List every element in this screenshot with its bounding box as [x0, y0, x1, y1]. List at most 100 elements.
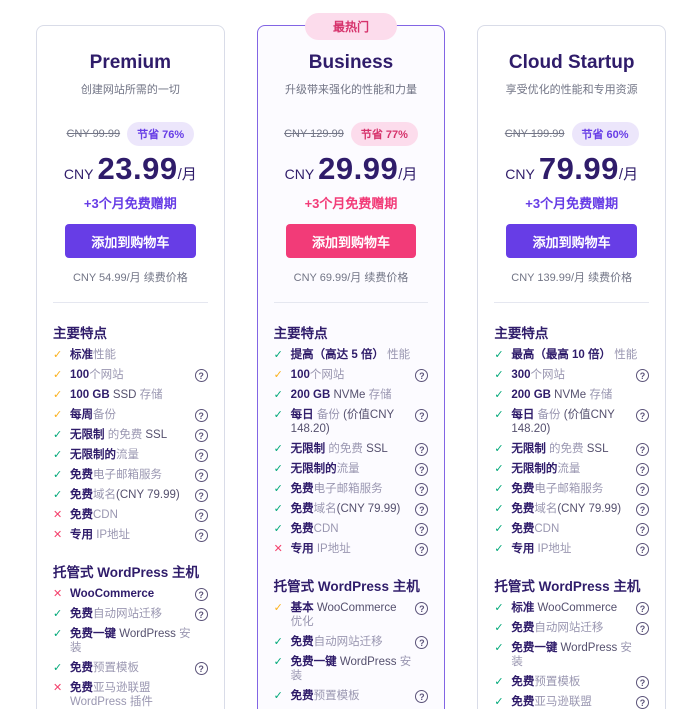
help-icon[interactable]: ? [194, 662, 208, 675]
help-icon[interactable]: ? [636, 463, 650, 476]
price-currency: CNY [505, 166, 535, 182]
help-icon[interactable]: ? [415, 483, 429, 496]
check-icon: ✓ [273, 656, 283, 668]
feature-label: 专用 IP地址 [511, 543, 572, 555]
free-months-offer: +3个月免费赠期 [83, 196, 177, 211]
feature-row: ✓ 免费预置模板? [53, 661, 208, 675]
section-heading: 主要特点 [273, 326, 328, 341]
feature-label: 无限制 的免费 SSL [511, 443, 609, 455]
old-price-row: CNY 129.99 节省 77% [274, 122, 429, 146]
help-icon[interactable]: ? [194, 529, 208, 542]
check-icon: ✓ [273, 690, 283, 702]
help-icon[interactable]: ? [194, 489, 208, 502]
feature-label: 免费一键 WordPress 安装 [290, 656, 412, 682]
feature-label: 每周备份 [70, 409, 116, 421]
feature-row: ✓ 免费自动网站迁移? [274, 635, 429, 649]
help-icon[interactable]: ? [415, 602, 429, 615]
feature-row: ✓ 免费电子邮箱服务? [494, 482, 650, 496]
help-icon[interactable]: ? [415, 543, 429, 556]
feature-label: 免费自动网站迁移 [70, 608, 162, 620]
feature-label: 无限制的流量 [511, 463, 581, 475]
price-amount: 23.99 [97, 151, 178, 186]
help-icon[interactable]: ? [636, 409, 650, 422]
plan-card-cloud-startup: Cloud Startup 享受优化的性能和专用资源 CNY 199.99 节省… [477, 25, 667, 709]
feature-label: 无限制 的免费 SSL [290, 443, 388, 455]
price-currency: CNY [284, 166, 315, 182]
help-icon[interactable]: ? [415, 369, 429, 382]
help-icon[interactable]: ? [636, 369, 650, 382]
help-icon[interactable]: ? [415, 409, 429, 422]
help-icon[interactable]: ? [415, 443, 429, 456]
help-icon[interactable]: ? [194, 588, 208, 601]
help-icon[interactable]: ? [194, 469, 208, 482]
price-currency: CNY [63, 166, 94, 182]
help-icon[interactable]: ? [194, 509, 208, 522]
section-heading: 托管式 WordPress 主机 [494, 579, 641, 594]
feature-label: 200 GB NVMe 存储 [511, 389, 613, 401]
help-icon[interactable]: ? [415, 463, 429, 476]
check-icon: ✓ [273, 483, 283, 495]
feature-row: ✕ 专用 IP地址? [274, 542, 429, 556]
help-icon[interactable]: ? [636, 543, 650, 556]
check-icon: ✓ [273, 503, 283, 515]
old-price: CNY 129.99 [284, 128, 344, 140]
help-icon[interactable]: ? [415, 523, 429, 536]
check-icon: ✓ [494, 349, 504, 361]
help-icon[interactable]: ? [194, 369, 208, 382]
help-icon[interactable]: ? [636, 622, 650, 635]
feature-label: 专用 IP地址 [290, 543, 351, 555]
feature-row: ✓ 最高（最高 10 倍） 性能 [494, 348, 649, 362]
help-icon[interactable]: ? [194, 409, 208, 422]
help-icon[interactable]: ? [636, 696, 650, 709]
feature-row: ✕ WooCommerce? [53, 587, 208, 601]
check-icon: ✓ [494, 503, 504, 515]
add-to-cart-button[interactable]: 添加到购物车 [65, 224, 196, 258]
feature-label: 免费自动网站迁移 [511, 622, 604, 634]
feature-row: ✓ 免费CDN? [274, 522, 429, 536]
help-icon[interactable]: ? [636, 523, 650, 536]
help-icon[interactable]: ? [415, 636, 429, 649]
feature-sections: 主要特点 ✓ 标准性能 ✓ 100个网站? ✓ 100 GB SSD 存储 ✓ 每周备份? ✓ 无限… [53, 322, 208, 709]
check-icon: ✓ [494, 676, 504, 688]
help-icon[interactable]: ? [415, 503, 429, 516]
feature-row: ✓ 免费一键 WordPress 安装 [53, 627, 208, 655]
feature-row: ✓ 基本 WooCommerce 优化? [274, 601, 429, 629]
feature-row: ✓ 200 GB NVMe 存储 [494, 388, 649, 402]
feature-row: ✕ 免费CDN? [53, 508, 208, 522]
help-icon[interactable]: ? [636, 602, 650, 615]
save-badge: 节省 77% [350, 122, 418, 146]
check-icon: ✓ [273, 409, 283, 421]
feature-row: ✓ 标准性能 [53, 348, 208, 362]
feature-row: ✓ 100 GB SSD 存储 [53, 388, 208, 402]
feature-row: ✓ 200 GB NVMe 存储 [274, 388, 429, 402]
add-to-cart-button[interactable]: 添加到购物车 [285, 224, 417, 258]
check-icon: ✓ [494, 409, 504, 421]
feature-label: 专用 IP地址 [70, 529, 131, 541]
help-icon[interactable]: ? [636, 503, 650, 516]
feature-label: 免费CDN [511, 523, 560, 535]
feature-row: ✓ 每周备份? [53, 408, 208, 422]
help-icon[interactable]: ? [636, 676, 650, 689]
help-icon[interactable]: ? [636, 483, 650, 496]
save-badge: 节省 76% [127, 122, 195, 146]
feature-label: 免费电子邮箱服务 [70, 469, 162, 481]
feature-label: 免费电子邮箱服务 [290, 483, 383, 495]
help-icon[interactable]: ? [194, 429, 208, 442]
check-icon: ✓ [53, 389, 63, 401]
check-icon: ✓ [273, 389, 283, 401]
help-icon[interactable]: ? [415, 690, 429, 703]
plan-card-business: 最热门 Business 升级带来强化的性能和力量 CNY 129.99 节省 … [256, 13, 446, 709]
help-icon[interactable]: ? [194, 608, 208, 621]
check-icon: ✓ [273, 523, 283, 535]
feature-row: ✓ 免费自动网站迁移? [53, 607, 208, 621]
check-icon: ✓ [53, 489, 63, 501]
feature-label: 标准 WooCommerce [511, 602, 618, 614]
add-to-cart-button[interactable]: 添加到购物车 [506, 224, 638, 258]
help-icon[interactable]: ? [194, 449, 208, 462]
feature-label: 免费亚马逊联盟 WordPress 插件 [70, 682, 153, 708]
check-icon: ✓ [494, 696, 504, 708]
price: CNY 79.99 /月 [494, 151, 649, 187]
help-icon[interactable]: ? [636, 443, 650, 456]
feature-row: ✓ 无限制的流量? [53, 448, 208, 462]
